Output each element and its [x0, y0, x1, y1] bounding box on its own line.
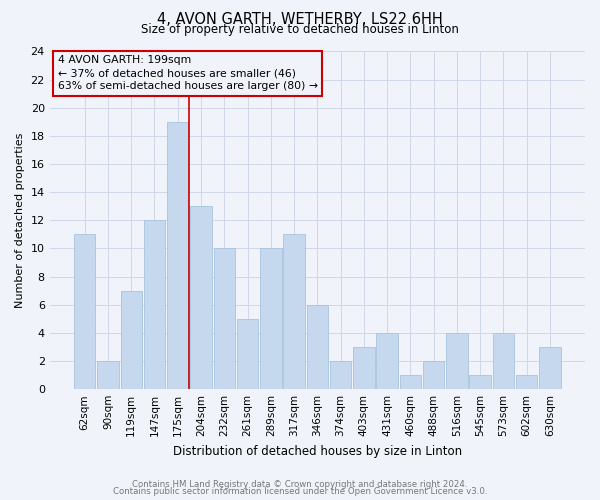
Bar [260, 248, 281, 389]
Bar [237, 319, 258, 389]
Bar [446, 333, 467, 389]
Text: 4 AVON GARTH: 199sqm
← 37% of detached houses are smaller (46)
63% of semi-detac: 4 AVON GARTH: 199sqm ← 37% of detached h… [58, 55, 317, 92]
Bar [190, 206, 212, 389]
Bar [400, 375, 421, 389]
Bar [469, 375, 491, 389]
Bar [376, 333, 398, 389]
Bar [423, 361, 445, 389]
Bar [330, 361, 351, 389]
Text: Size of property relative to detached houses in Linton: Size of property relative to detached ho… [141, 24, 459, 36]
Bar [121, 290, 142, 389]
Text: Contains HM Land Registry data © Crown copyright and database right 2024.: Contains HM Land Registry data © Crown c… [132, 480, 468, 489]
Bar [214, 248, 235, 389]
Y-axis label: Number of detached properties: Number of detached properties [15, 132, 25, 308]
Bar [539, 347, 560, 389]
Bar [283, 234, 305, 389]
Bar [493, 333, 514, 389]
Bar [307, 305, 328, 389]
Text: 4, AVON GARTH, WETHERBY, LS22 6HH: 4, AVON GARTH, WETHERBY, LS22 6HH [157, 12, 443, 28]
Bar [353, 347, 374, 389]
Bar [97, 361, 119, 389]
Bar [516, 375, 538, 389]
Bar [74, 234, 95, 389]
X-axis label: Distribution of detached houses by size in Linton: Distribution of detached houses by size … [173, 444, 462, 458]
Text: Contains public sector information licensed under the Open Government Licence v3: Contains public sector information licen… [113, 488, 487, 496]
Bar [144, 220, 165, 389]
Bar [167, 122, 188, 389]
